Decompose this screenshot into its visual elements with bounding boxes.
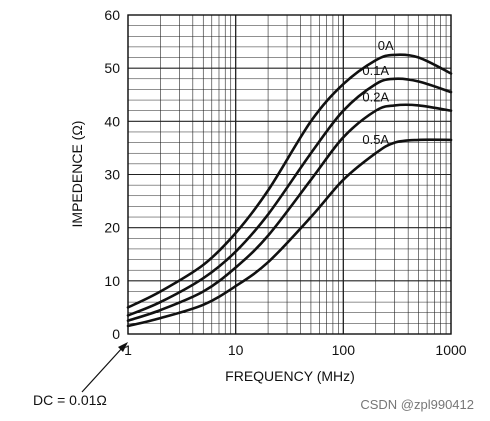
dc-annotation: DC = 0.01Ω [33, 392, 107, 408]
x-tick-label: 1 [124, 342, 132, 358]
dc-arrowhead [118, 342, 128, 352]
x-tick-label: 1000 [435, 342, 466, 358]
series-line-0-2a [126, 103, 453, 322]
series-label: 0A [378, 38, 394, 53]
y-tick-label: 60 [104, 7, 120, 23]
dc-arrow-line [81, 346, 124, 393]
series-line-0-1a [126, 77, 453, 317]
x-tick-label: 10 [228, 342, 244, 358]
plot-frame [127, 14, 452, 335]
series-label: 0.5A [362, 132, 389, 147]
chart-grid [127, 14, 452, 335]
y-tick-label: 10 [104, 273, 120, 289]
tick-labels: 1 10 100 1000 0 10 20 30 40 50 60 [104, 7, 466, 358]
series-labels: 0A 0.1A 0.2A 0.5A [362, 38, 394, 147]
y-axis-label: IMPEDENCE (Ω) [69, 121, 85, 228]
x-axis-label: FREQUENCY (MHz) [225, 368, 355, 384]
y-tick-label: 40 [104, 113, 120, 129]
watermark: CSDN @zpl990412 [360, 397, 474, 412]
y-tick-label: 20 [104, 220, 120, 236]
y-tick-label: 50 [104, 60, 120, 76]
x-tick-label: 100 [332, 342, 356, 358]
series-line-0-5a [126, 138, 453, 328]
series-label: 0.1A [362, 63, 389, 78]
series-label: 0.2A [362, 90, 389, 105]
y-tick-label: 0 [112, 326, 120, 342]
series-line-0a [126, 53, 453, 309]
series-lines [126, 53, 453, 328]
y-tick-label: 30 [104, 167, 120, 183]
